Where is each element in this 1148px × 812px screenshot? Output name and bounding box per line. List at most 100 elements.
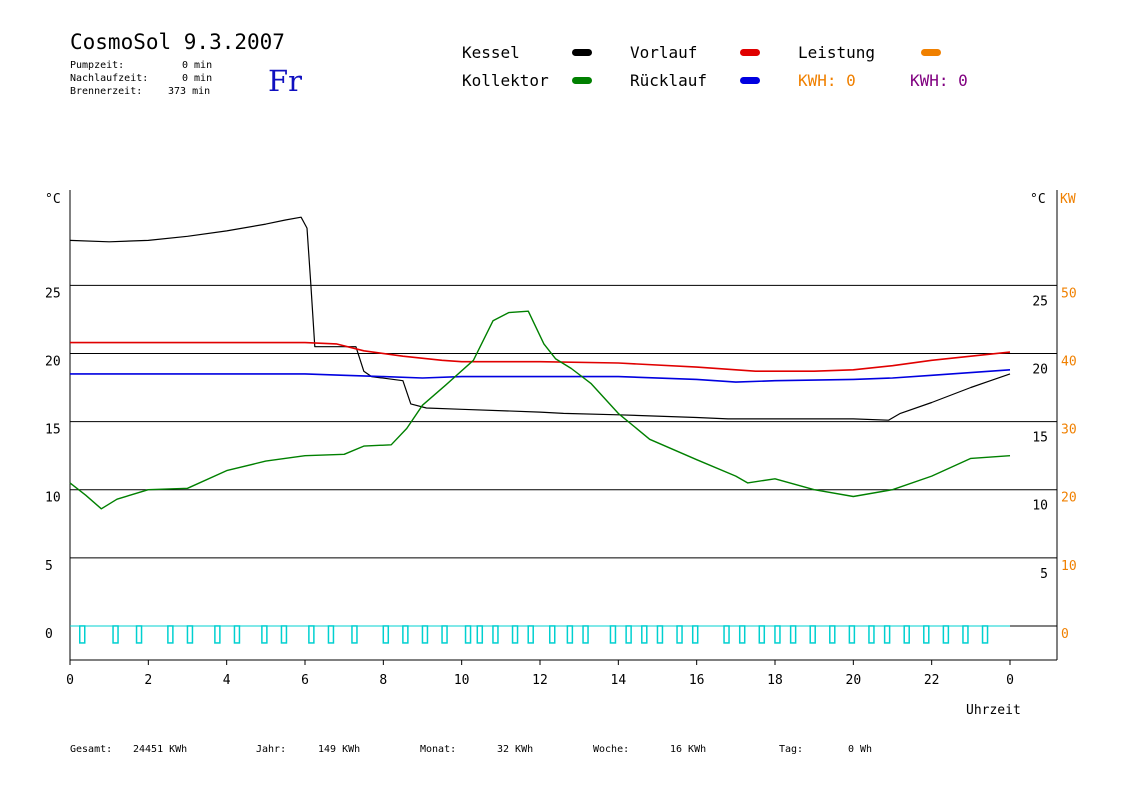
pump-pulse	[492, 625, 499, 644]
pump-pulse	[511, 625, 519, 644]
x-tick-label: 20	[846, 673, 862, 688]
pump-pulse	[691, 625, 699, 644]
pump-pulse	[656, 625, 664, 644]
series-vorlauf	[70, 341, 1011, 373]
legend-kessel-label: Kessel	[462, 43, 520, 62]
pump-pulse	[441, 625, 448, 644]
x-tick-label: 0	[1006, 673, 1014, 688]
footer-woche-value: 16 KWh	[670, 744, 707, 755]
y-tick-label-left: 0	[45, 627, 53, 642]
y-tick-label-left: 10	[45, 491, 61, 506]
y-tick-label-right-power: 10	[1061, 559, 1077, 574]
pump-pulse	[582, 625, 589, 644]
footer-jahr-label: Jahr:	[256, 744, 287, 755]
legend-vorlauf-swatch	[740, 49, 760, 56]
x-tick-label: 16	[689, 673, 705, 688]
pump-pulse	[758, 625, 766, 644]
legend-leistung-label: Leistung	[798, 43, 876, 62]
series-lines	[69, 216, 1011, 644]
footer-tag-label: Tag:	[779, 744, 804, 755]
pump-pulse	[186, 625, 194, 644]
footer-jahr-value: 149 KWh	[318, 744, 361, 755]
pump-pulse	[351, 625, 358, 644]
footer-woche-label: Woche:	[593, 744, 630, 755]
legend-ruecklauf-label: Rücklauf	[630, 71, 708, 90]
pump-pulse	[942, 625, 950, 644]
x-tick-label: 12	[532, 673, 548, 688]
legend-leistung-swatch	[921, 49, 941, 56]
x-tick-label: 18	[767, 673, 783, 688]
x-tick-label: 22	[924, 673, 940, 688]
pump-pulse	[214, 625, 221, 644]
pump-pulse	[135, 625, 143, 644]
brenner-time-value: 373 min	[168, 86, 211, 97]
pump-pulse	[421, 625, 429, 644]
y-tick-label-right-temp: 5	[1040, 567, 1048, 582]
x-tick-label: 4	[223, 673, 231, 688]
y-tick-label-right-temp: 20	[1032, 362, 1048, 377]
pump-pulse	[233, 625, 241, 644]
y-tick-label-right-temp: 25	[1032, 294, 1048, 309]
y-tick-label-left: 5	[45, 559, 53, 574]
series-kessel	[69, 216, 1011, 421]
y-tick-label-right-power: 20	[1061, 491, 1077, 506]
pump-pulse	[981, 625, 989, 644]
brenner-time-label: Brennerzeit:	[70, 86, 143, 97]
legend-ruecklauf-swatch	[740, 77, 760, 84]
pump-pulse	[903, 625, 910, 644]
x-tick-label: 0	[66, 673, 74, 688]
pump-pulse	[79, 625, 86, 644]
legend-vorlauf-label: Vorlauf	[630, 43, 698, 62]
pump-pulse	[476, 625, 484, 644]
y-axis-right-unit: °C	[1030, 192, 1046, 207]
y-axis-right-power-unit: KW	[1060, 192, 1076, 207]
tick-labels: 0 2 4 6 8 10 12 14 16 18 20 22 0 0 5 10 15 20 25 5 10 15 20 25 0…	[45, 286, 1077, 688]
y-tick-label-left: 15	[45, 423, 61, 438]
pump-pulse	[112, 625, 119, 644]
pump-pulse	[848, 625, 856, 644]
footer-gesamt-label: Gesamt:	[70, 744, 113, 755]
y-tick-label-right-power: 50	[1061, 286, 1077, 301]
pump-pulse	[789, 625, 797, 644]
x-tick-label: 6	[301, 673, 309, 688]
pump-pulse	[676, 625, 683, 644]
pump-pulse	[327, 625, 335, 644]
x-axis-label: Uhrzeit	[966, 703, 1021, 718]
y-tick-label-right-temp: 15	[1032, 431, 1048, 446]
pump-pulse	[868, 625, 875, 644]
y-tick-label-right-power: 40	[1061, 354, 1077, 369]
y-tick-label-left: 25	[45, 286, 61, 301]
footer-monat-label: Monat:	[420, 744, 457, 755]
series-ruecklauf	[70, 369, 1011, 383]
pump-time-label: Pumpzeit:	[70, 60, 125, 71]
x-tick-label: 14	[611, 673, 627, 688]
grid-lines	[70, 284, 1057, 627]
pump-pulse	[549, 625, 556, 644]
chart-title: CosmoSol 9.3.2007	[70, 30, 285, 54]
y-tick-label-right-power: 30	[1061, 423, 1077, 438]
y-tick-label-left: 20	[45, 354, 61, 369]
legend-kwh-orange: KWH: 0	[798, 71, 856, 90]
pump-pulse	[609, 625, 617, 644]
footer-gesamt-value: 24451 KWh	[133, 744, 188, 755]
pump-pulse	[402, 625, 409, 644]
axes	[69, 190, 1058, 665]
weekday-label: Fr	[268, 64, 302, 98]
pump-pulse	[527, 625, 534, 644]
footer-monat-value: 32 KWh	[497, 744, 534, 755]
nachlauf-time-label: Nachlaufzeit:	[70, 73, 149, 84]
pump-pulse	[308, 625, 315, 644]
footer-tag-value: 0 Wh	[848, 744, 873, 755]
pump-pulse	[625, 625, 632, 644]
pump-pulse	[738, 625, 746, 644]
pump-pulse	[167, 625, 174, 644]
series-kollektor	[69, 310, 1011, 510]
pump-pulse	[809, 625, 816, 644]
pump-pulse	[923, 625, 930, 644]
pump-pulse	[382, 625, 390, 644]
y-tick-label-right-temp: 10	[1032, 499, 1048, 514]
y-axis-left-unit: °C	[45, 192, 61, 207]
nachlauf-time-value: 0 min	[182, 73, 213, 84]
legend-kollektor-swatch	[572, 77, 592, 84]
legend-kollektor-label: Kollektor	[462, 71, 549, 90]
